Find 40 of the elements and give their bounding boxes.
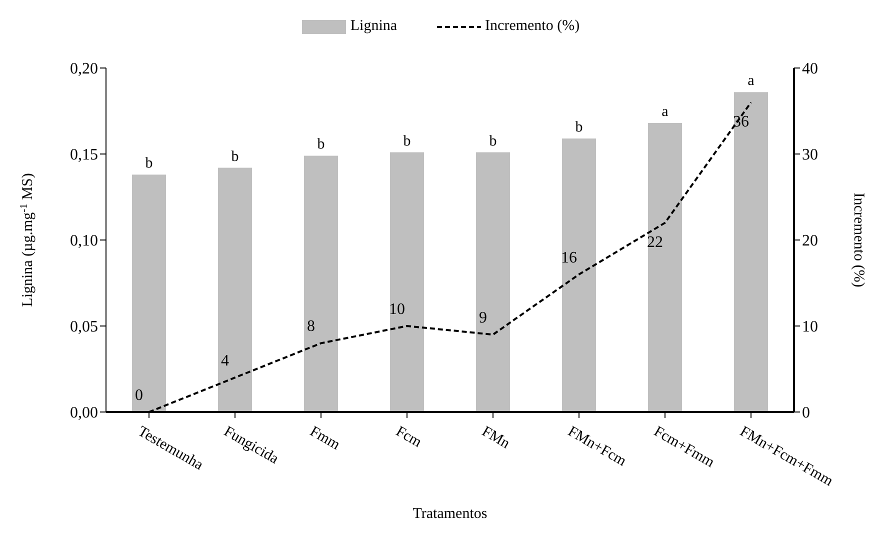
y-tick-label: 0,00: [70, 404, 98, 422]
data-label: 0: [135, 387, 143, 404]
x-tick-label: Fmm: [307, 424, 343, 454]
data-label: b: [231, 148, 239, 165]
y-tick-label: 0,05: [70, 318, 98, 336]
y-tick-label: 0,20: [70, 60, 98, 78]
bar: [132, 174, 166, 412]
bar: [562, 138, 596, 412]
data-label: b: [317, 136, 325, 153]
x-tick-label: FMn: [479, 424, 513, 452]
data-label: 8: [307, 318, 315, 336]
y-tick-label: 0,15: [70, 146, 98, 164]
y2-tick-label: 0: [802, 404, 810, 422]
data-label: 4: [221, 352, 229, 370]
data-label: b: [145, 156, 153, 172]
x-tick-label: Fcm: [393, 424, 424, 451]
bar: [390, 152, 424, 412]
bar: [476, 152, 510, 412]
y2-tick-label: 30: [802, 146, 818, 164]
data-label: b: [403, 133, 411, 150]
data-label: 9: [479, 310, 487, 327]
y2-tick-label: 20: [802, 232, 818, 250]
legend-label: Lignina: [350, 18, 398, 35]
y-tick-label: 0,10: [70, 232, 98, 250]
bar: [734, 92, 768, 412]
legend-label: Incremento (%): [485, 18, 580, 35]
data-label: a: [662, 104, 669, 120]
data-label: 16: [561, 249, 577, 266]
data-label: 22: [647, 234, 663, 251]
bar: [304, 156, 338, 412]
y2-tick-label: 10: [802, 318, 818, 336]
data-label: a: [748, 73, 755, 90]
bar: [218, 168, 252, 412]
y2-tick-label: 40: [802, 60, 818, 78]
data-label: b: [575, 120, 583, 136]
bar: [648, 123, 682, 412]
x-axis-title: Tratamentos: [412, 506, 488, 522]
data-label: b: [489, 133, 497, 150]
data-label: 10: [389, 301, 405, 318]
y2-axis-title: Incremento (%): [850, 192, 867, 288]
